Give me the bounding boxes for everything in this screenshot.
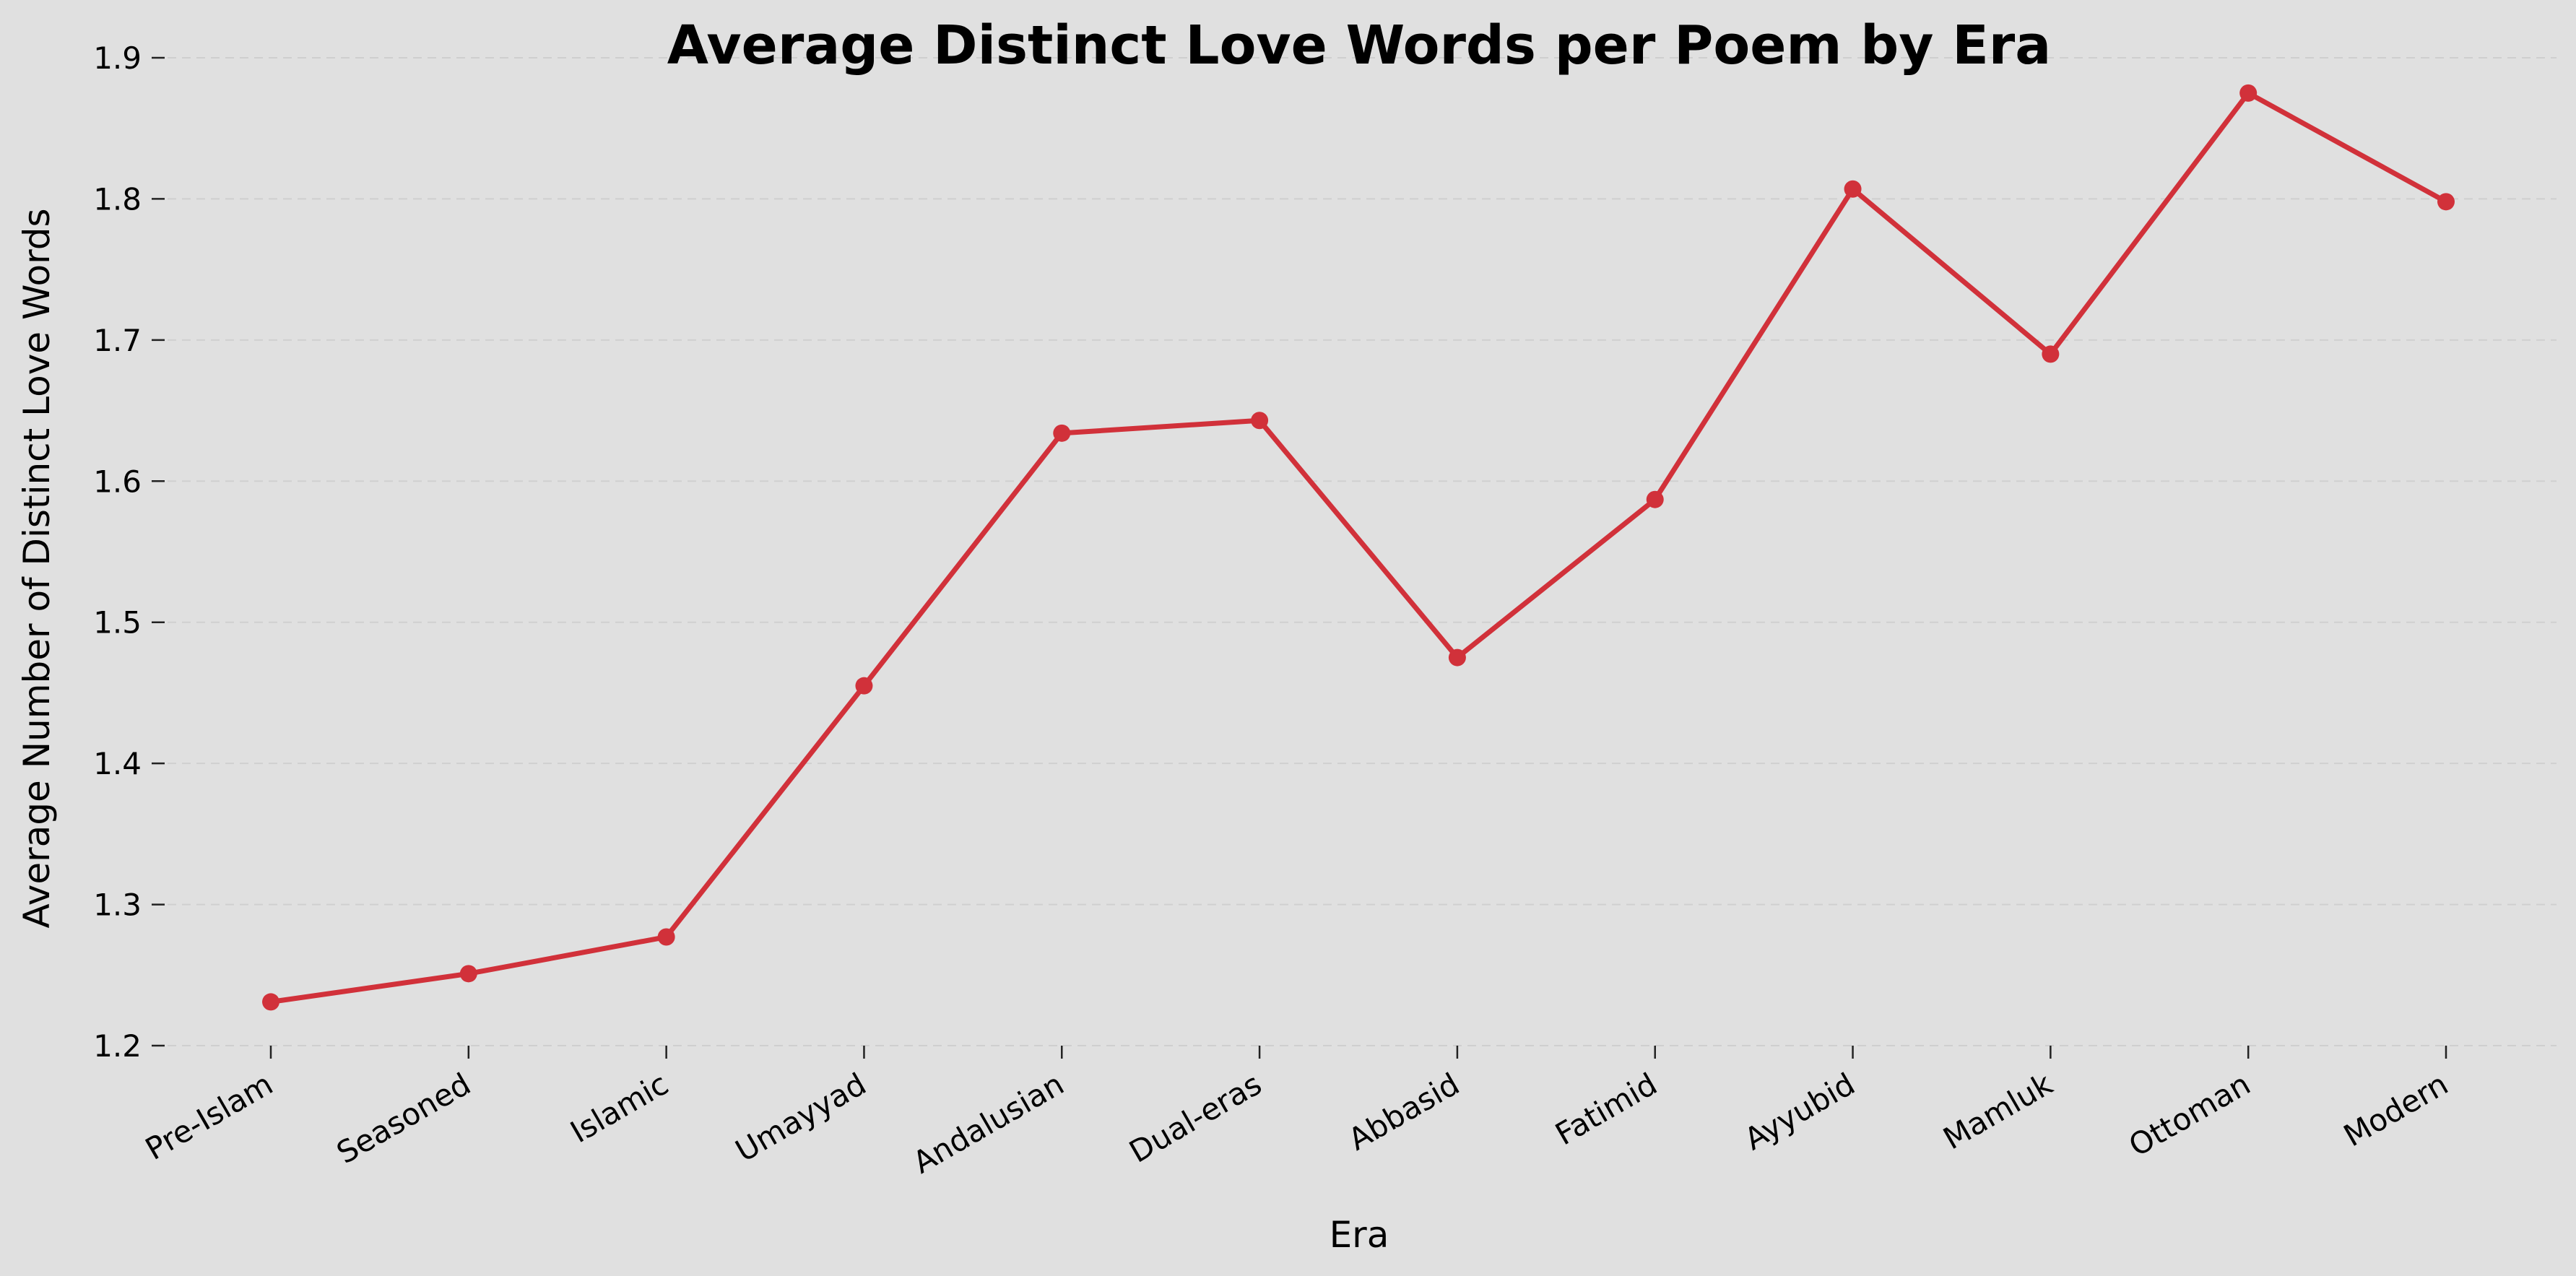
data-point xyxy=(2042,345,2060,363)
y-tick-label: 1.5 xyxy=(93,605,142,641)
y-tick-label: 1.3 xyxy=(93,887,142,923)
data-series xyxy=(262,84,2455,1011)
y-axis-ticks: 1.2 1.3 1.4 1.5 1.6 1.7 1.8 1.9 xyxy=(93,40,165,1064)
series-line xyxy=(268,90,2449,1004)
y-tick-label: 1.4 xyxy=(93,746,142,781)
data-point xyxy=(657,928,675,946)
y-tick-label: 1.9 xyxy=(93,40,142,76)
data-point xyxy=(1844,180,1862,198)
data-point xyxy=(2437,193,2455,211)
data-point xyxy=(1646,490,1664,508)
data-point xyxy=(2239,84,2258,102)
data-point xyxy=(1053,424,1071,442)
data-point xyxy=(1251,412,1269,430)
chart-title: Average Distinct Love Words per Poem by … xyxy=(667,14,2051,77)
y-tick-label: 1.8 xyxy=(93,181,142,217)
data-point xyxy=(1448,648,1466,667)
data-point xyxy=(262,993,279,1011)
data-point xyxy=(855,677,873,695)
x-axis-label: Era xyxy=(1330,1214,1389,1256)
y-axis-label: Average Number of Distinct Love Words xyxy=(16,208,58,928)
y-tick-label: 1.2 xyxy=(93,1028,142,1064)
grid-lines xyxy=(168,57,2557,1046)
data-point xyxy=(459,965,477,983)
y-tick-label: 1.6 xyxy=(93,464,142,499)
y-tick-label: 1.7 xyxy=(93,323,142,358)
